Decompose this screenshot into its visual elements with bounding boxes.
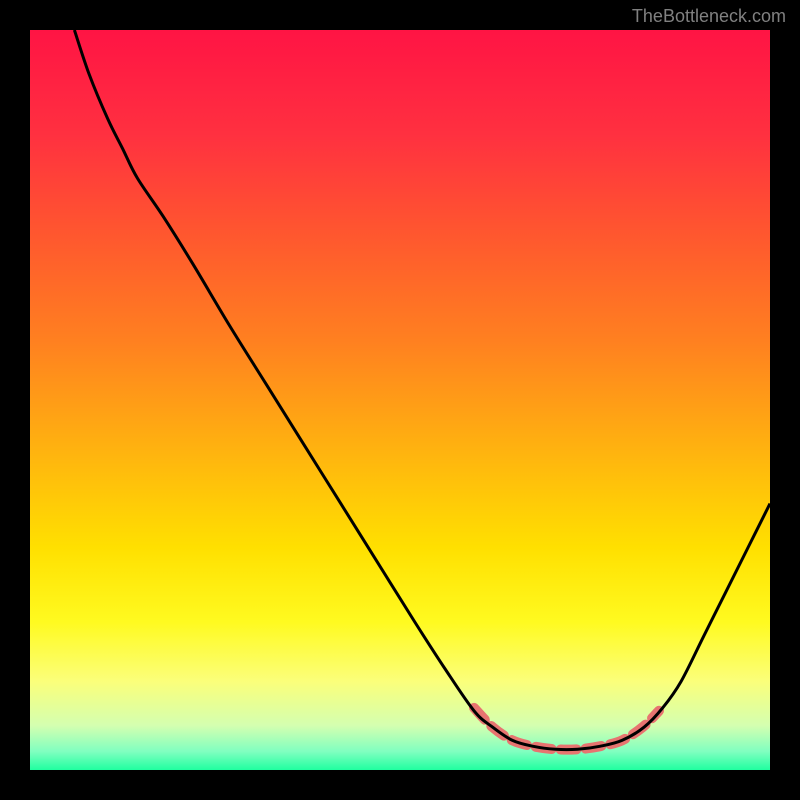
curve-layer [30, 30, 770, 770]
watermark-text: TheBottleneck.com [632, 6, 786, 27]
highlight-segment [474, 708, 659, 750]
plot-area [30, 30, 770, 770]
chart-container: TheBottleneck.com [0, 0, 800, 800]
bottleneck-curve [74, 30, 770, 750]
